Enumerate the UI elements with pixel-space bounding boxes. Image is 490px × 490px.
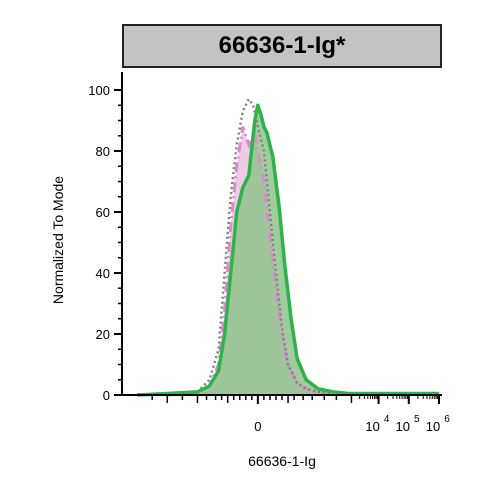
y-tick-label: 40 (96, 266, 110, 281)
axes: 0 20 40 60 80 100 0 10 4 10 5 10 6 (88, 72, 450, 434)
x-tick-label: 0 (254, 419, 261, 434)
x-tick-label-exponent: 6 (444, 414, 450, 425)
y-tick-label: 60 (96, 205, 110, 220)
y-tick-label: 80 (96, 144, 110, 159)
y-tick-label: 0 (103, 388, 110, 403)
y-tick-label: 20 (96, 327, 110, 342)
x-tick-label: 10 (426, 419, 440, 434)
x-tick-label-exponent: 4 (384, 414, 390, 425)
x-axis-label: 66636-1-Ig (248, 453, 316, 469)
x-tick-label: 10 (365, 419, 379, 434)
green-series-line (137, 103, 439, 397)
y-tick-label: 100 (88, 83, 110, 98)
chart-title: 66636-1-Ig* (122, 24, 442, 68)
pink-series-line (167, 126, 334, 397)
x-tick-label: 10 (396, 419, 410, 434)
y-axis-label: Normalized To Mode (50, 175, 66, 305)
green-series-fill (137, 105, 439, 396)
x-tick-label-exponent: 5 (414, 414, 420, 425)
plot-area (137, 96, 439, 397)
